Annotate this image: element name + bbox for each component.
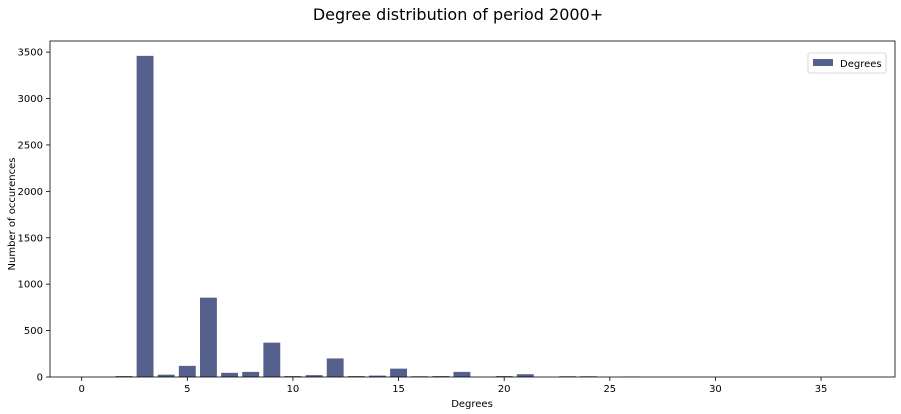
x-axis-ticks: 0 5 10 15 20 25 30 35 — [79, 377, 828, 395]
bar-degree-15 — [390, 368, 408, 377]
y-tick-label: 0 — [37, 373, 43, 384]
bar-degree-13 — [347, 376, 365, 377]
bar-degree-7 — [221, 372, 239, 377]
bar-degree-6 — [199, 297, 217, 377]
x-tick-label: 20 — [498, 384, 511, 395]
y-axis-ticks: 0 500 1000 1500 2000 2500 3000 3500 — [18, 48, 50, 384]
legend: Degrees — [807, 52, 887, 74]
y-axis-label: Number of occurences — [7, 158, 18, 271]
bar-degree-18 — [453, 371, 471, 377]
legend-label: Degrees — [840, 59, 882, 70]
y-tick-label: 1500 — [18, 233, 43, 244]
y-tick-label: 3000 — [18, 94, 43, 105]
x-tick-label: 35 — [815, 384, 828, 395]
chart-title: Degree distribution of period 2000+ — [313, 5, 603, 24]
y-tick-label: 500 — [24, 326, 43, 337]
bar-degree-5 — [178, 365, 196, 377]
x-tick-label: 30 — [709, 384, 722, 395]
bar-degree-9 — [263, 342, 281, 377]
bar-degree-14 — [368, 375, 386, 377]
bar-degree-4 — [157, 374, 175, 377]
bar-degree-21 — [516, 374, 534, 377]
y-tick-label: 1000 — [18, 280, 43, 291]
bar-degree-20 — [495, 376, 513, 377]
y-tick-label: 2000 — [18, 187, 43, 198]
x-axis-label: Degrees — [451, 399, 493, 410]
bar-degree-12 — [326, 358, 344, 377]
bar-degree-2 — [115, 376, 133, 377]
x-tick-label: 0 — [79, 384, 85, 395]
y-tick-label: 3500 — [18, 48, 43, 59]
bar-degree-3 — [136, 55, 154, 377]
legend-swatch — [813, 59, 833, 66]
x-tick-label: 5 — [184, 384, 190, 395]
bar-degree-17 — [432, 376, 450, 377]
bar-degree-11 — [305, 375, 323, 377]
bars-group — [115, 55, 640, 377]
plot-frame — [49, 40, 896, 378]
x-tick-label: 25 — [603, 384, 616, 395]
x-tick-label: 15 — [392, 384, 405, 395]
legend-box — [807, 52, 887, 74]
bar-degree-8 — [242, 371, 260, 377]
bar-degree-10 — [284, 376, 302, 377]
x-tick-label: 10 — [287, 384, 300, 395]
y-tick-label: 2500 — [18, 140, 43, 151]
